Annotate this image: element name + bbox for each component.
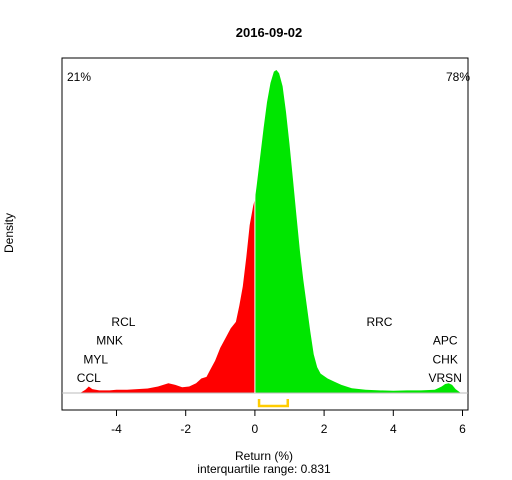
ticker-label: MYL (83, 352, 108, 366)
ticker-label: APC (433, 334, 458, 348)
x-tick-label: -2 (180, 422, 191, 436)
ticker-label: CCL (77, 371, 101, 385)
ticker-label: VRSN (429, 371, 462, 385)
negative-share: 21% (67, 70, 91, 84)
x-tick-label: -4 (111, 422, 122, 436)
negative-density-area (80, 199, 255, 393)
y-axis-label: Density (2, 213, 16, 253)
density-area (80, 70, 461, 393)
x-axis-label: Return (%) (235, 449, 293, 463)
iqr-bracket (257, 399, 290, 408)
x-tick-label: 4 (390, 422, 397, 436)
ticker-label: CHK (433, 352, 458, 366)
iqr-caption: interquartile range: 0.831 (197, 462, 331, 476)
chart-title: 2016-09-02 (236, 25, 303, 40)
positive-density-area (254, 70, 461, 393)
x-tick-label: 0 (252, 422, 259, 436)
ticker-label: MNK (96, 334, 123, 348)
ticker-label: RCL (111, 315, 135, 329)
ticker-label: RRC (366, 315, 392, 329)
x-axis: -4 -2 0 2 4 6 (111, 410, 466, 436)
positive-share: 78% (446, 70, 470, 84)
ticker-annotations: RCL MNK MYL CCL RRC APC CHK VRSN (77, 315, 462, 385)
x-tick-label: 2 (321, 422, 328, 436)
x-tick-label: 6 (459, 422, 466, 436)
plot-frame (61, 57, 469, 411)
